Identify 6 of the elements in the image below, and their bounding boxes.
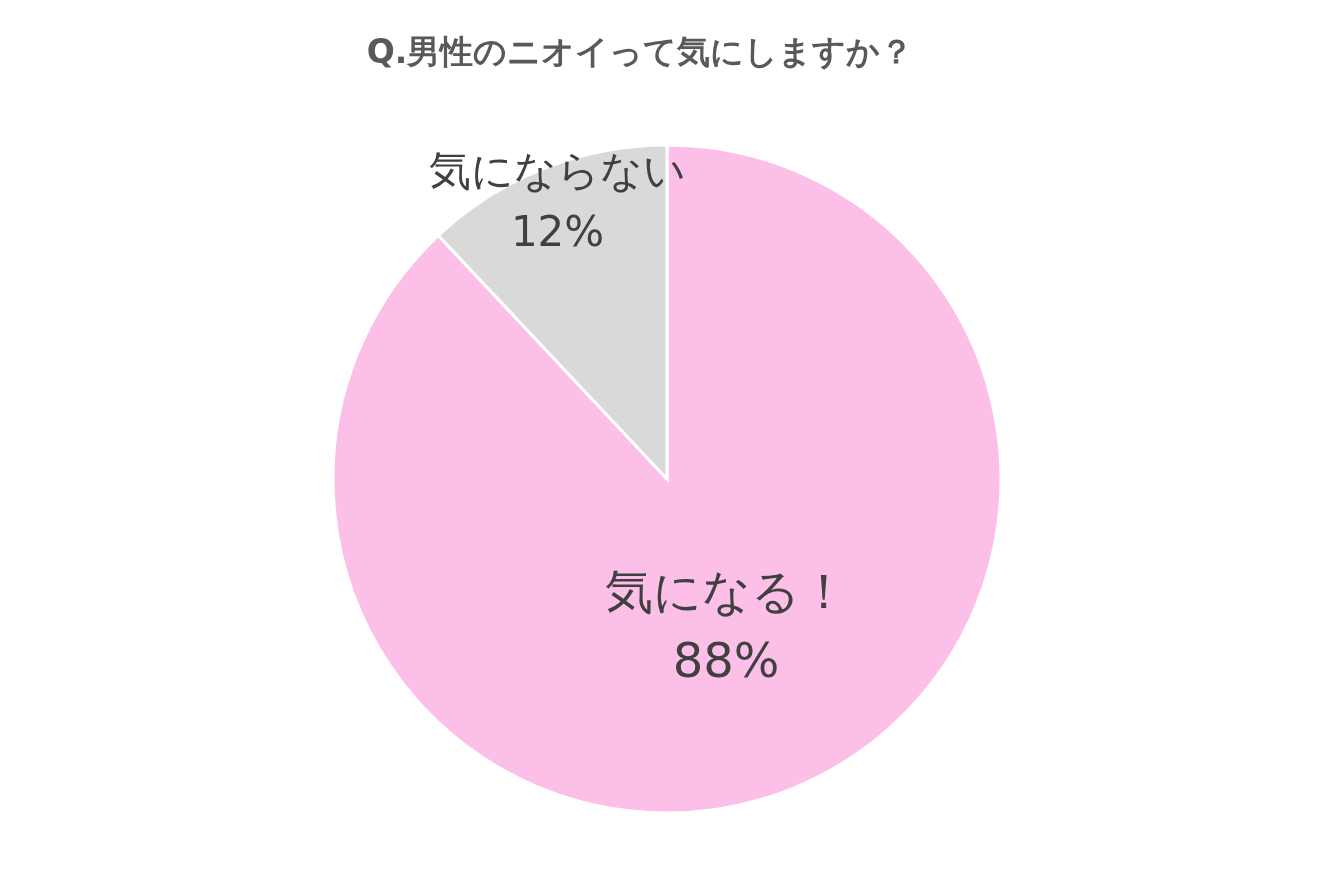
data-label: 88% [672,631,780,688]
slice-label: 気にならない [429,146,687,196]
data-label: 12% [510,206,605,256]
chart-title: Q.男性のニオイって気にしますか？ [366,32,914,71]
slice-label: 気になる！ [604,562,848,619]
pie-slice [331,143,1003,814]
